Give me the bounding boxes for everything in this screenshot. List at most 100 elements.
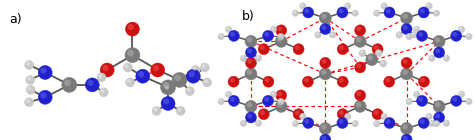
Circle shape xyxy=(382,4,385,6)
Circle shape xyxy=(355,25,365,36)
Circle shape xyxy=(264,97,269,102)
Circle shape xyxy=(247,70,252,75)
Circle shape xyxy=(300,113,306,120)
Circle shape xyxy=(85,78,99,92)
Circle shape xyxy=(315,32,321,38)
Circle shape xyxy=(271,92,274,95)
Circle shape xyxy=(428,55,435,61)
Circle shape xyxy=(427,4,429,6)
Circle shape xyxy=(434,47,445,58)
Circle shape xyxy=(359,50,366,57)
Circle shape xyxy=(406,33,412,40)
Circle shape xyxy=(240,55,247,61)
Circle shape xyxy=(345,113,351,120)
Circle shape xyxy=(255,120,262,127)
Circle shape xyxy=(225,91,232,98)
Circle shape xyxy=(411,32,417,38)
Circle shape xyxy=(100,63,114,77)
Circle shape xyxy=(401,68,412,80)
Circle shape xyxy=(263,30,273,41)
Circle shape xyxy=(467,34,470,37)
Circle shape xyxy=(418,97,423,102)
Circle shape xyxy=(174,74,181,81)
Circle shape xyxy=(434,121,437,124)
Circle shape xyxy=(412,33,415,35)
Circle shape xyxy=(62,77,77,92)
Circle shape xyxy=(418,7,429,18)
Circle shape xyxy=(356,102,361,107)
Circle shape xyxy=(321,124,327,130)
Circle shape xyxy=(303,117,314,129)
Circle shape xyxy=(401,12,412,24)
Circle shape xyxy=(428,120,435,127)
Circle shape xyxy=(337,44,348,55)
Circle shape xyxy=(295,45,300,50)
Circle shape xyxy=(278,33,284,40)
Circle shape xyxy=(240,120,247,127)
Circle shape xyxy=(402,124,408,130)
Circle shape xyxy=(293,121,296,124)
Circle shape xyxy=(401,134,412,140)
Circle shape xyxy=(397,33,400,35)
Circle shape xyxy=(230,97,235,102)
Circle shape xyxy=(276,25,287,36)
Circle shape xyxy=(319,12,331,24)
Circle shape xyxy=(218,33,224,40)
Circle shape xyxy=(384,117,395,129)
Circle shape xyxy=(414,92,417,95)
Circle shape xyxy=(256,56,259,59)
Circle shape xyxy=(98,74,102,78)
Circle shape xyxy=(38,90,52,104)
Circle shape xyxy=(420,8,425,13)
Circle shape xyxy=(185,87,194,96)
Circle shape xyxy=(228,95,239,106)
Circle shape xyxy=(292,120,299,127)
Circle shape xyxy=(163,98,169,105)
Circle shape xyxy=(304,8,310,13)
Circle shape xyxy=(26,62,30,66)
Circle shape xyxy=(264,32,269,37)
Circle shape xyxy=(466,98,472,105)
Circle shape xyxy=(353,11,356,14)
Circle shape xyxy=(247,59,252,64)
Circle shape xyxy=(459,92,462,95)
Circle shape xyxy=(403,136,408,140)
Circle shape xyxy=(338,8,344,13)
Circle shape xyxy=(403,59,408,64)
Circle shape xyxy=(230,32,235,37)
Circle shape xyxy=(366,54,378,66)
Circle shape xyxy=(356,37,361,42)
Circle shape xyxy=(153,65,159,71)
Circle shape xyxy=(355,90,365,101)
Circle shape xyxy=(337,117,348,129)
Circle shape xyxy=(192,67,197,71)
Circle shape xyxy=(228,30,239,41)
Circle shape xyxy=(201,64,206,68)
Circle shape xyxy=(406,98,412,105)
Circle shape xyxy=(396,32,402,38)
Circle shape xyxy=(374,120,380,127)
Circle shape xyxy=(435,48,440,53)
Circle shape xyxy=(304,119,310,124)
Circle shape xyxy=(356,91,361,96)
Circle shape xyxy=(26,75,35,84)
Circle shape xyxy=(320,134,331,140)
Circle shape xyxy=(418,117,429,129)
Circle shape xyxy=(258,109,269,120)
Circle shape xyxy=(435,102,440,107)
Circle shape xyxy=(127,50,134,56)
Circle shape xyxy=(381,61,384,64)
Circle shape xyxy=(316,33,319,35)
Circle shape xyxy=(186,69,201,83)
Circle shape xyxy=(417,95,428,106)
Circle shape xyxy=(40,92,46,98)
Circle shape xyxy=(126,78,135,87)
Circle shape xyxy=(278,98,284,105)
Circle shape xyxy=(277,26,283,31)
Circle shape xyxy=(374,45,379,50)
Text: a): a) xyxy=(9,13,22,26)
Circle shape xyxy=(444,56,447,59)
Circle shape xyxy=(138,71,144,77)
Circle shape xyxy=(339,78,344,83)
Circle shape xyxy=(151,63,164,77)
